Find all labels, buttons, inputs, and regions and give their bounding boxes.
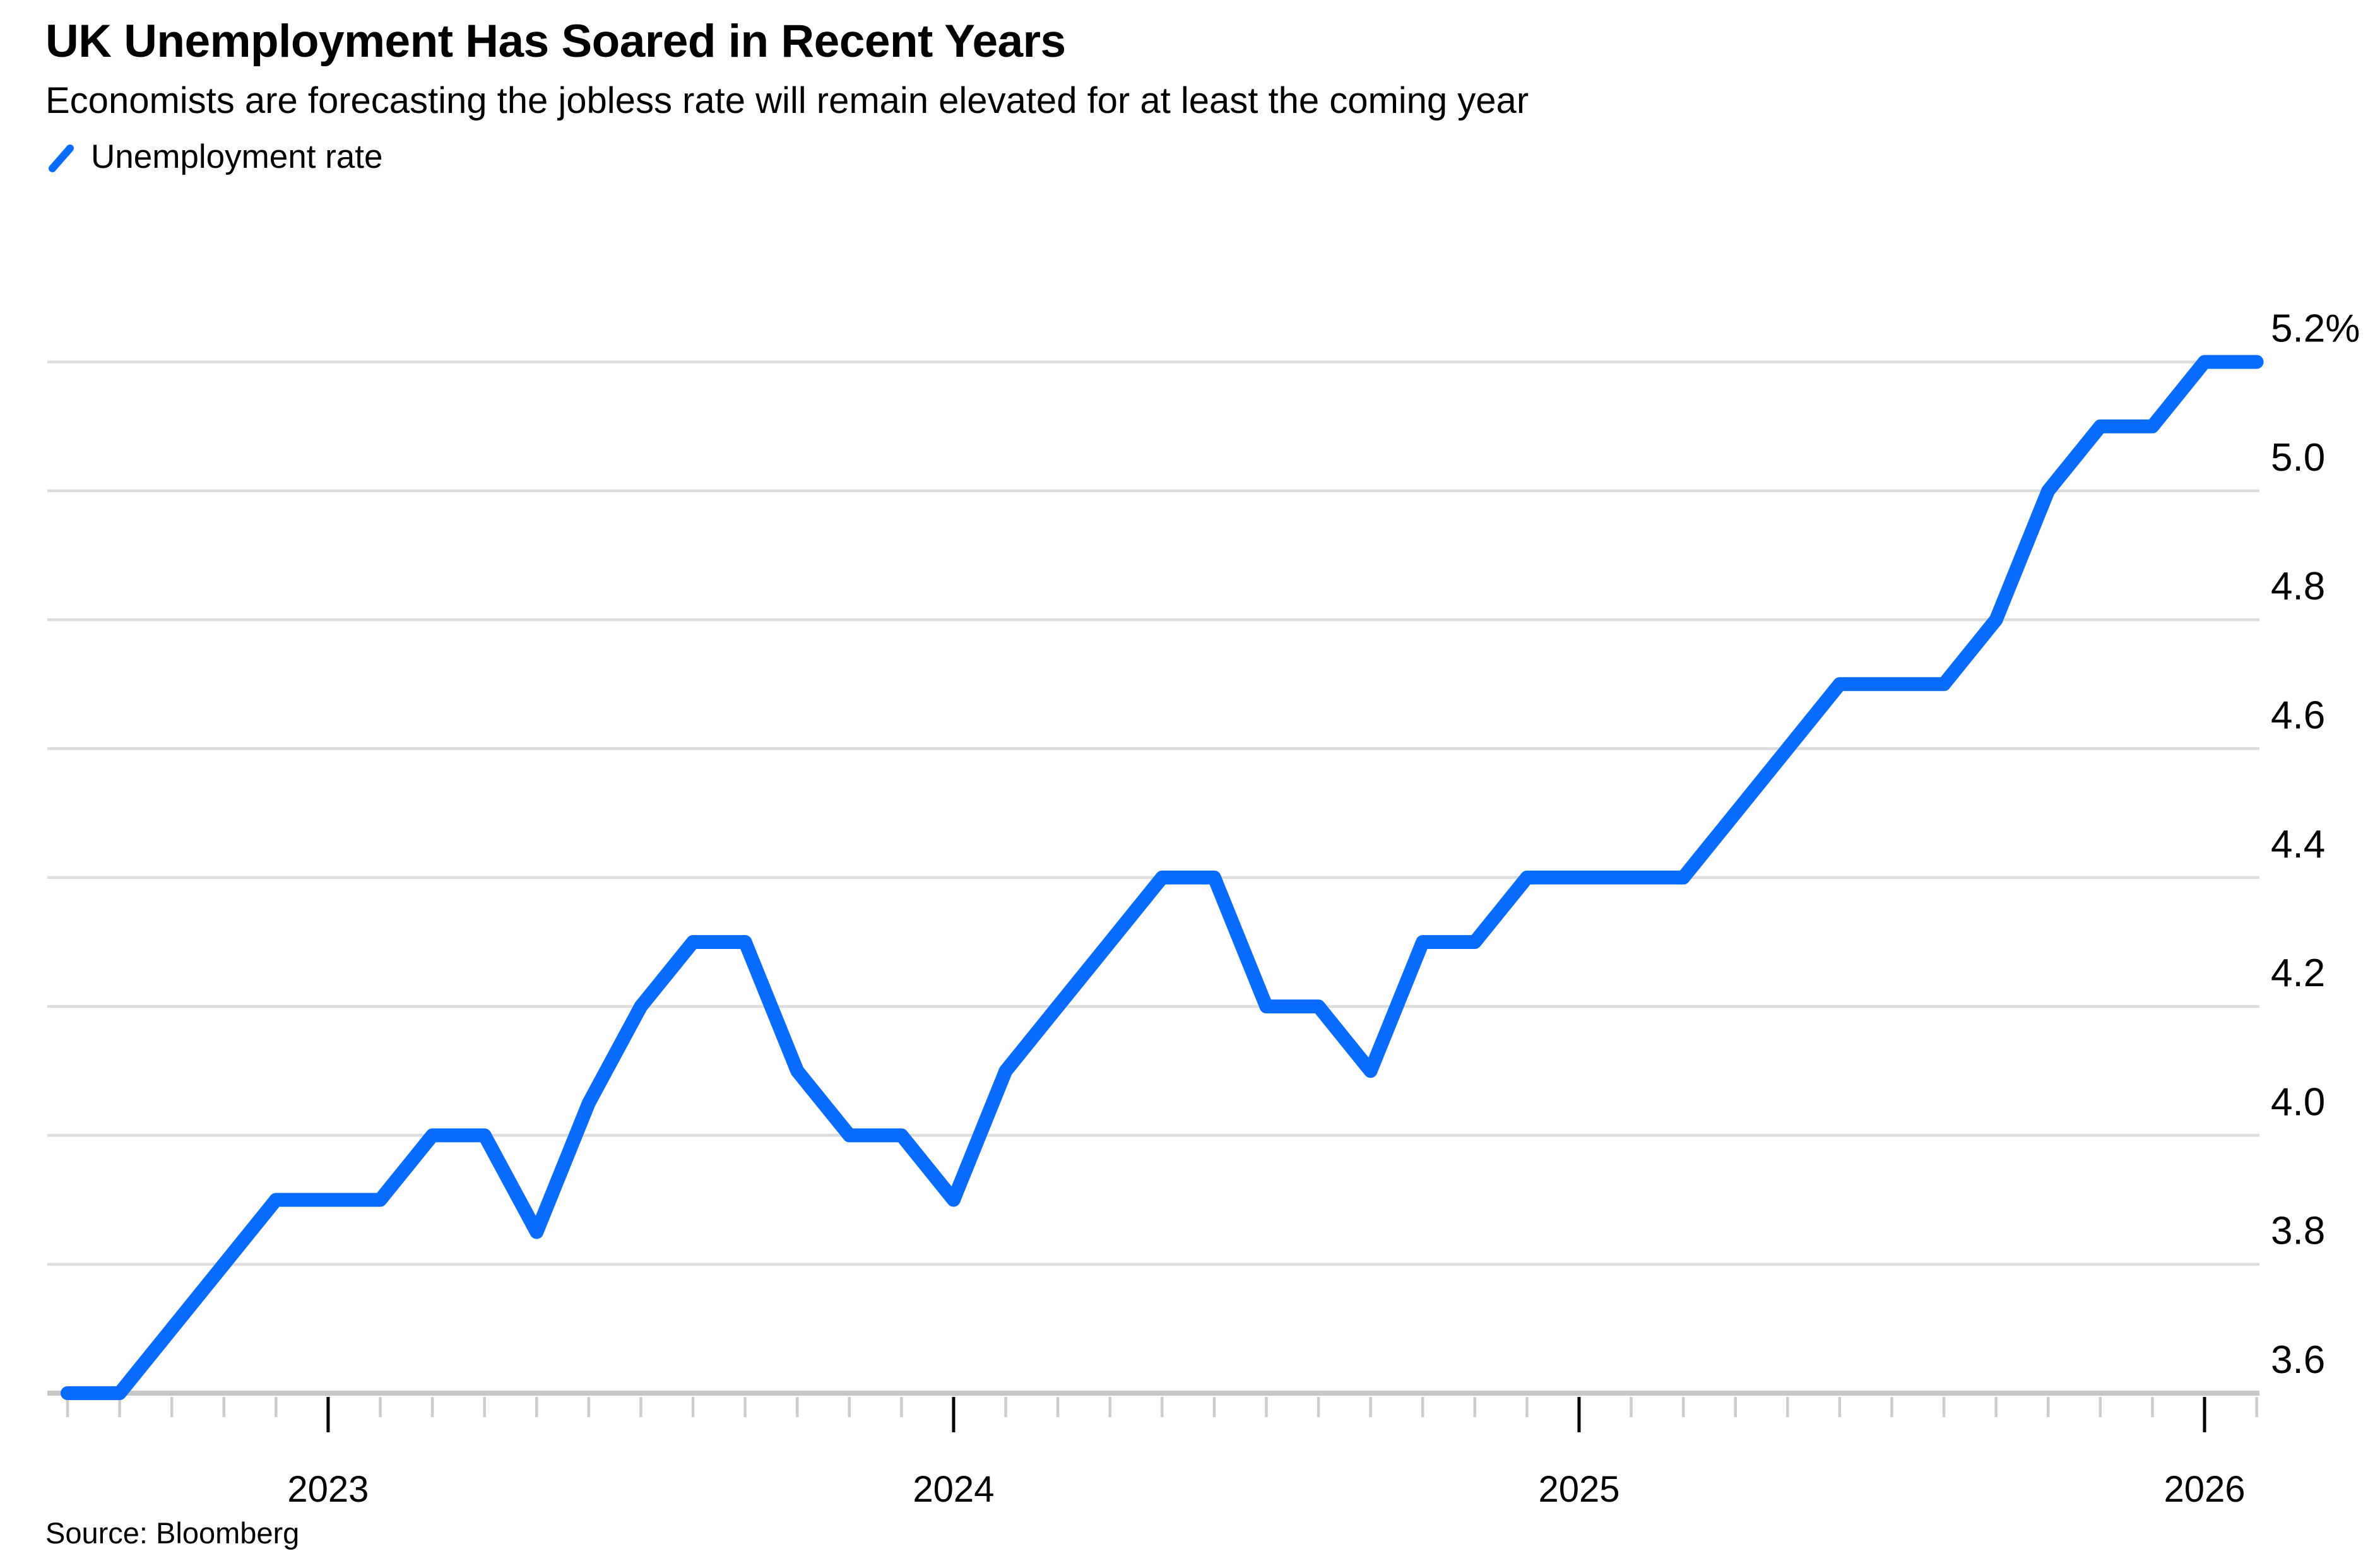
y-axis-label: 4.8 (2271, 565, 2325, 608)
x-axis-label: 2024 (913, 1469, 994, 1510)
legend-label: Unemployment rate (91, 138, 383, 175)
y-axis-label: 4.6 (2271, 694, 2325, 738)
chart-subtitle: Economists are forecasting the jobless r… (45, 80, 1529, 121)
source-note: Source: Bloomberg (45, 1516, 300, 1550)
legend-line-swatch-icon (47, 143, 76, 172)
y-axis-label: 4.2 (2271, 951, 2325, 995)
y-axis-label: 4.4 (2271, 823, 2325, 866)
y-axis-label: 3.8 (2271, 1210, 2325, 1253)
chart-title: UK Unemployment Has Soared in Recent Yea… (45, 16, 1066, 67)
x-axis-label: 2023 (287, 1469, 369, 1510)
unemployment-rate-series-line (61, 355, 2264, 1400)
y-axis-label: 4.0 (2271, 1080, 2325, 1124)
y-axis-label: 5.2% (2271, 307, 2360, 351)
x-axis-label: 2025 (1538, 1469, 1619, 1510)
legend-diagonal-icon (49, 144, 74, 172)
y-axis-label: 5.0 (2271, 436, 2325, 480)
legend: Unemployment rate (47, 138, 382, 176)
x-axis-label: 2026 (2164, 1469, 2245, 1510)
y-axis-label: 3.6 (2271, 1338, 2325, 1382)
